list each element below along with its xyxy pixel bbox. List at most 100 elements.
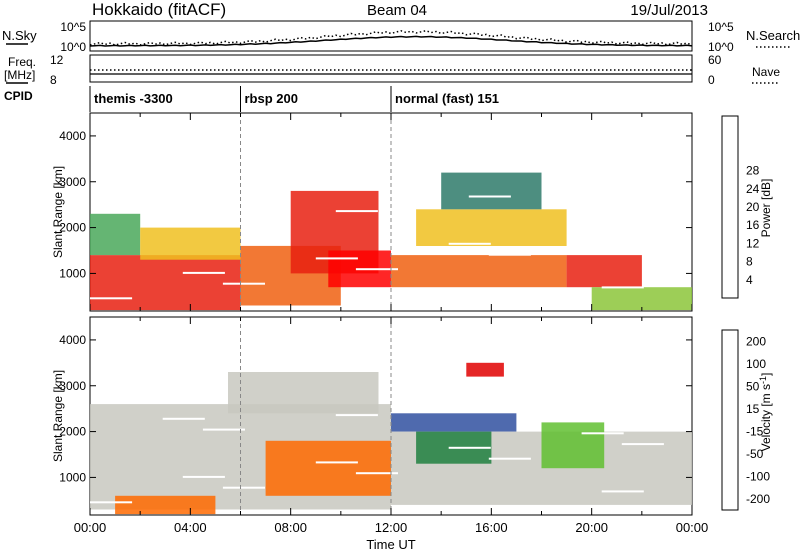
- y-tick-label: 4000: [59, 333, 86, 347]
- colorbar-tick-label: 16: [746, 218, 760, 232]
- colorbar-tick-label: -15: [746, 424, 764, 438]
- power-gap: [222, 282, 265, 285]
- velocity-gap: [222, 486, 265, 489]
- x-axis-title: Time UT: [366, 537, 415, 552]
- colorbar-tick-label: 12: [746, 236, 760, 250]
- power-region: [90, 213, 141, 256]
- velocity-region: [228, 372, 379, 414]
- freq-label: Freq.: [8, 55, 36, 69]
- y-tick-label: 2000: [59, 425, 86, 439]
- station-title: Hokkaido (fitACF): [92, 0, 226, 19]
- power-gap: [162, 213, 205, 216]
- y-tick-label: 1000: [59, 266, 86, 280]
- beam-title: Beam 04: [367, 2, 427, 19]
- cpid-segment-label: themis -3300: [94, 91, 173, 106]
- colorbar-tick-label: 15: [746, 402, 760, 416]
- power-gap: [182, 271, 225, 274]
- colorbar-tick-label: 4: [746, 273, 753, 287]
- x-tick-label: 12:00: [375, 520, 408, 535]
- velocity-gap: [468, 399, 511, 402]
- x-tick-label: 00:00: [74, 520, 107, 535]
- power-panel: 1000 2000 3000 4000 Slant Range [km]: [51, 112, 693, 312]
- colorbar-tick-label: 28: [746, 164, 760, 178]
- colorbar-tick-label: 20: [746, 200, 760, 214]
- colorbar-frame: [721, 329, 739, 511]
- x-tick-label: 04:00: [174, 520, 207, 535]
- colorbar-tick-label: 24: [746, 182, 760, 196]
- velocity-colorbar-label: Velocity [m s-1]: [758, 373, 773, 452]
- cpid-segment-label: rbsp 200: [245, 91, 298, 106]
- x-tick-label: 08:00: [274, 520, 307, 535]
- y-tick-label: 2000: [59, 221, 86, 235]
- velocity-gap: [448, 446, 491, 449]
- velocity-region: [115, 495, 216, 515]
- nsearch-tick-top: 10^5: [708, 20, 734, 34]
- nsky-label: N.Sky: [2, 28, 37, 43]
- velocity-colorbar: 200 100 50 15 -15 -50 -100 -200: [721, 329, 770, 511]
- power-gap: [621, 239, 664, 242]
- power-region: [391, 255, 567, 288]
- colorbar-tick-label: -100: [746, 469, 770, 483]
- freq-tick-bottom: 8: [50, 73, 57, 87]
- colorbar-frame: [721, 115, 739, 299]
- power-colorbar-label: Power [dB]: [759, 179, 773, 238]
- velocity-region: [541, 422, 605, 469]
- velocity-region: [265, 440, 391, 496]
- x-tick-label: 20:00: [575, 520, 608, 535]
- freq-strip-frame: [89, 54, 693, 83]
- power-gap: [315, 257, 358, 260]
- velocity-gap: [488, 457, 531, 460]
- velocity-gap: [355, 472, 398, 475]
- x-tick-label: 00:00: [676, 520, 709, 535]
- date-title: 19/Jul/2013: [630, 2, 708, 19]
- velocity-panel: 1000 2000 3000 4000 Slant Range [km]: [51, 316, 693, 516]
- power-gap: [468, 195, 511, 198]
- velocity-gap: [601, 490, 644, 493]
- power-gap: [335, 210, 378, 213]
- cpid-label: CPID: [4, 89, 33, 103]
- power-region: [591, 287, 692, 311]
- freq-unit: [MHz]: [4, 68, 35, 82]
- power-region: [90, 255, 241, 311]
- nsky-tick-bottom: 10^0: [60, 40, 86, 54]
- nsearch-tick-bottom: 10^0: [708, 40, 734, 54]
- nsky-strip-frame: [89, 20, 693, 52]
- colorbar-tick-label: -200: [746, 492, 770, 506]
- y-tick-label: 4000: [59, 129, 86, 143]
- velocity-gap: [162, 417, 205, 420]
- cpid-segments: themis -3300 rbsp 200 normal (fast) 151: [89, 86, 499, 112]
- velocity-gap: [621, 443, 664, 446]
- y-tick-label: 3000: [59, 175, 86, 189]
- power-gap: [601, 286, 644, 289]
- nave-tick-bottom: 0: [708, 73, 715, 87]
- velocity-gap: [315, 461, 358, 464]
- power-gap: [202, 224, 245, 227]
- nsearch-series-dots: [89, 29, 693, 46]
- velocity-gap: [202, 428, 245, 431]
- nave-label: Nave: [752, 65, 780, 79]
- power-gap: [488, 253, 531, 256]
- colorbar-tick-label: 200: [746, 334, 766, 348]
- nave-tick-top: 60: [708, 53, 722, 67]
- velocity-gap: [335, 414, 378, 417]
- velocity-y-axis: 1000 2000 3000 4000: [59, 317, 693, 515]
- power-ylabel: Slant Range [km]: [51, 166, 65, 258]
- nsky-series-line: [89, 35, 693, 47]
- velocity-ylabel: Slant Range [km]: [51, 370, 65, 462]
- cpid-segment-label: normal (fast) 151: [395, 91, 499, 106]
- velocity-gap: [581, 432, 624, 435]
- power-gap: [448, 242, 491, 245]
- power-gap: [355, 268, 398, 271]
- y-tick-label: 1000: [59, 470, 86, 484]
- power-region: [140, 227, 241, 260]
- velocity-gap: [182, 475, 225, 478]
- time-x-axis: 00:00 04:00 08:00 12:00 16:00 20:00 00:00: [74, 520, 709, 535]
- x-tick-label: 16:00: [475, 520, 508, 535]
- colorbar-tick-label: 100: [746, 357, 766, 371]
- nsearch-label: N.Search: [746, 28, 800, 43]
- colorbar-tick-label: -50: [746, 447, 764, 461]
- y-tick-label: 3000: [59, 379, 86, 393]
- power-colorbar: 4 8 12 16 20 24 28: [721, 115, 760, 299]
